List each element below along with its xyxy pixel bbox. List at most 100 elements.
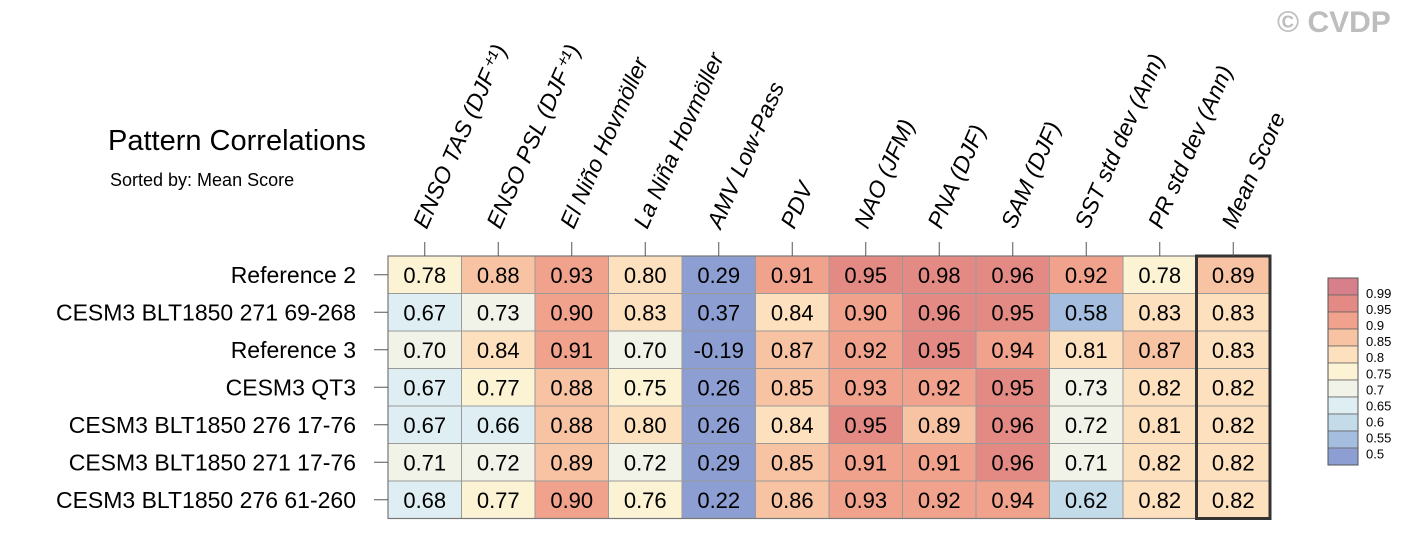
cell-value-label: 0.95 [991, 300, 1034, 325]
heatmap-cell [387, 330, 462, 369]
heatmap-cell [902, 255, 977, 294]
cell-value-label: 0.88 [550, 375, 593, 400]
cell-value-label: 0.93 [550, 263, 593, 288]
cell-value-label: 0.82 [1138, 375, 1181, 400]
cell-value-label: 0.78 [1138, 263, 1181, 288]
cell-value-label: 0.92 [918, 375, 961, 400]
colorbar-swatch [1327, 277, 1359, 296]
heatmap-cell [755, 368, 830, 407]
colorbar-swatch [1327, 396, 1359, 415]
colorbar-tick-label: 0.85 [1366, 334, 1391, 349]
heatmap-cell [975, 293, 1050, 332]
heatmap-cell [461, 480, 536, 519]
row-label: CESM3 BLT1850 271 69-268 [56, 299, 356, 325]
colorbar-swatch [1327, 447, 1359, 466]
cell-value-label: 0.82 [1138, 450, 1181, 475]
cell-value-label: 0.84 [771, 413, 814, 438]
colorbar-swatch [1327, 430, 1359, 449]
cell-value-label: 0.89 [1212, 263, 1255, 288]
cell-value-label: 0.96 [991, 263, 1034, 288]
cell-value-label: 0.72 [1065, 413, 1108, 438]
cell-value-label: 0.89 [550, 450, 593, 475]
cell-value-label: 0.29 [697, 263, 740, 288]
cell-value-label: 0.90 [844, 300, 887, 325]
column-label: Mean Score [1216, 108, 1290, 232]
cell-value-label: 0.72 [477, 450, 520, 475]
cell-value-label: 0.92 [1065, 263, 1108, 288]
column-label: PNA (DJF) [922, 121, 991, 232]
cell-value-label: 0.66 [477, 413, 520, 438]
row-label: CESM3 BLT1850 276 61-260 [56, 487, 356, 513]
heatmap-cell [681, 405, 756, 444]
cell-value-label: 0.87 [1138, 338, 1181, 363]
colorbar-tick-label: 0.75 [1366, 366, 1391, 381]
cell-value-label: 0.73 [1065, 375, 1108, 400]
cell-value-label: 0.85 [771, 450, 814, 475]
heatmap-cell [534, 368, 609, 407]
cell-value-label: 0.91 [918, 450, 961, 475]
colorbar-tick-label: 0.95 [1366, 302, 1391, 317]
cell-value-label: 0.83 [1212, 338, 1255, 363]
cell-value-label: 0.89 [918, 413, 961, 438]
cell-value-label: 0.82 [1212, 413, 1255, 438]
heatmap-cell [1196, 255, 1271, 294]
cell-value-label: 0.67 [403, 413, 446, 438]
chart-title: Pattern Correlations [108, 125, 366, 157]
heatmap-cell [1049, 368, 1124, 407]
cell-value-label: 0.70 [403, 338, 446, 363]
heatmap-cell [755, 443, 830, 482]
cell-value-label: 0.96 [991, 413, 1034, 438]
cell-value-label: 0.58 [1065, 300, 1108, 325]
cell-value-label: 0.95 [844, 263, 887, 288]
column-label: PDV [775, 176, 819, 232]
heatmap-cell [681, 293, 756, 332]
cell-value-label: 0.85 [771, 375, 814, 400]
cell-value-label: -0.19 [694, 338, 744, 363]
heatmap-cell [828, 443, 903, 482]
cell-value-label: 0.72 [624, 450, 667, 475]
colorbar-swatch [1327, 379, 1359, 398]
cell-value-label: 0.67 [403, 300, 446, 325]
colorbar-tick-label: 0.5 [1366, 447, 1384, 462]
cell-value-label: 0.71 [403, 450, 446, 475]
heatmap-cell [1049, 443, 1124, 482]
heatmap-cell [681, 368, 756, 407]
heatmap-cell [902, 443, 977, 482]
cell-value-label: 0.88 [550, 413, 593, 438]
colorbar-swatch [1327, 328, 1359, 347]
heatmap-cell [608, 330, 683, 369]
cell-value-label: 0.96 [991, 450, 1034, 475]
cell-value-label: 0.62 [1065, 488, 1108, 513]
heatmap-cell [1049, 405, 1124, 444]
cell-value-label: 0.73 [477, 300, 520, 325]
heatmap-cell [608, 480, 683, 519]
cell-value-label: 0.86 [771, 488, 814, 513]
heatmap-cell [461, 255, 536, 294]
cell-value-label: 0.78 [403, 263, 446, 288]
cell-value-label: 0.95 [991, 375, 1034, 400]
cell-value-label: 0.92 [918, 488, 961, 513]
colorbar-tick-label: 0.7 [1366, 382, 1384, 397]
colorbar-tick-label: 0.8 [1366, 350, 1384, 365]
heatmap-cell [461, 443, 536, 482]
colorbar-tick-label: 0.6 [1366, 414, 1384, 429]
cell-value-label: 0.80 [624, 413, 667, 438]
cell-value-label: 0.26 [697, 375, 740, 400]
heatmap-cell [1122, 480, 1197, 519]
heatmap-cell [1049, 480, 1124, 519]
cell-value-label: 0.84 [771, 300, 814, 325]
cell-value-label: 0.81 [1065, 338, 1108, 363]
cell-value-label: 0.80 [624, 263, 667, 288]
heatmap-cell [755, 480, 830, 519]
heatmap-cell [387, 443, 462, 482]
heatmap-cell [755, 293, 830, 332]
heatmap-cell [534, 330, 609, 369]
heatmap-cell [1122, 368, 1197, 407]
heatmap-cell [461, 368, 536, 407]
cell-value-label: 0.29 [697, 450, 740, 475]
chart-subtitle: Sorted by: Mean Score [110, 170, 295, 190]
cell-value-label: 0.82 [1212, 450, 1255, 475]
column-label: SAM (DJF) [996, 118, 1066, 232]
heatmap-cell [608, 405, 683, 444]
